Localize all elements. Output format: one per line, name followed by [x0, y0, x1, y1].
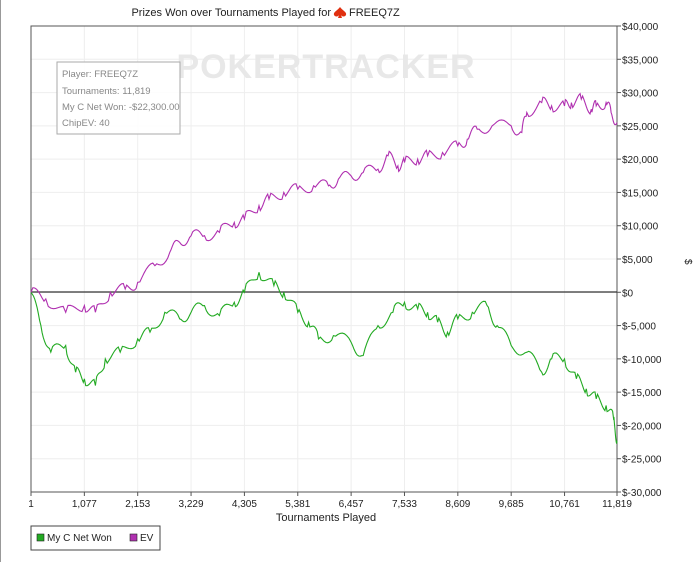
x-tick-label: 4,305 [232, 499, 257, 510]
legend-ev[interactable]: EV [140, 533, 154, 544]
y-tick-label: $-25,000 [622, 455, 662, 466]
y-tick-label: $20,000 [622, 155, 659, 166]
series-line-ev [30, 92, 618, 314]
x-tick-label: 10,761 [549, 499, 580, 510]
chart-player: FREEQ7Z [349, 7, 400, 19]
legend: My C Net Won EV [30, 525, 161, 551]
y-tick-label: $30,000 [622, 89, 659, 100]
info-chipev: ChipEV: 40 [62, 118, 110, 129]
y-tick-label: $-15,000 [622, 388, 662, 399]
chart-title: Prizes Won over Tournaments Played for [131, 7, 331, 19]
y-tick-label: $-20,000 [622, 421, 662, 432]
y-tick-label: $-30,000 [622, 488, 662, 499]
y-tick-label: $-5,000 [622, 322, 656, 333]
x-tick-label: 11,819 [602, 499, 632, 510]
x-axis: 1 1,077 2,153 3,229 4,305 5,381 6,457 7,533 8,60… [28, 492, 632, 510]
x-tick-label: 1,077 [72, 499, 97, 510]
y-axis: $40,000 $35,000 $30,000 $25,000 $20,000 $15,0… [617, 22, 662, 499]
y-axis-label: $ [682, 259, 693, 265]
series-line-net-won [30, 272, 618, 444]
x-tick-label: 2,153 [125, 499, 150, 510]
info-player: Player: FREEQ7Z [62, 69, 138, 80]
info-tournaments: Tournaments: 11,819 [62, 86, 151, 97]
pokerstars-spade-icon [333, 7, 347, 18]
y-tick-label: $25,000 [622, 122, 659, 133]
legend-swatch-ev [129, 533, 138, 542]
x-tick-label: 3,229 [179, 499, 204, 510]
series-layer [30, 92, 618, 444]
y-tick-label: $35,000 [622, 55, 659, 66]
y-tick-label: $0 [622, 288, 634, 299]
x-tick-label: 5,381 [285, 499, 310, 510]
legend-swatch-net-won [36, 533, 45, 542]
y-tick-label: $10,000 [622, 222, 659, 233]
y-tick-label: $5,000 [622, 255, 653, 266]
x-tick-label: 7,533 [392, 499, 417, 510]
y-tick-label: $15,000 [622, 188, 659, 199]
info-box: Player: FREEQ7Z Tournaments: 11,819 My C… [56, 61, 181, 135]
watermark-logo: POKERTRACKER [176, 48, 475, 86]
x-tick-label: 8,609 [445, 499, 470, 510]
x-tick-label: 1 [28, 499, 34, 510]
y-tick-label: $-10,000 [622, 355, 662, 366]
x-axis-label: Tournaments Played [276, 512, 376, 524]
info-net-won: My C Net Won: -$22,300.00 [62, 102, 180, 113]
x-tick-label: 9,685 [499, 499, 524, 510]
legend-net-won[interactable]: My C Net Won [47, 533, 112, 544]
y-tick-label: $40,000 [622, 22, 659, 33]
x-tick-label: 6,457 [339, 499, 364, 510]
